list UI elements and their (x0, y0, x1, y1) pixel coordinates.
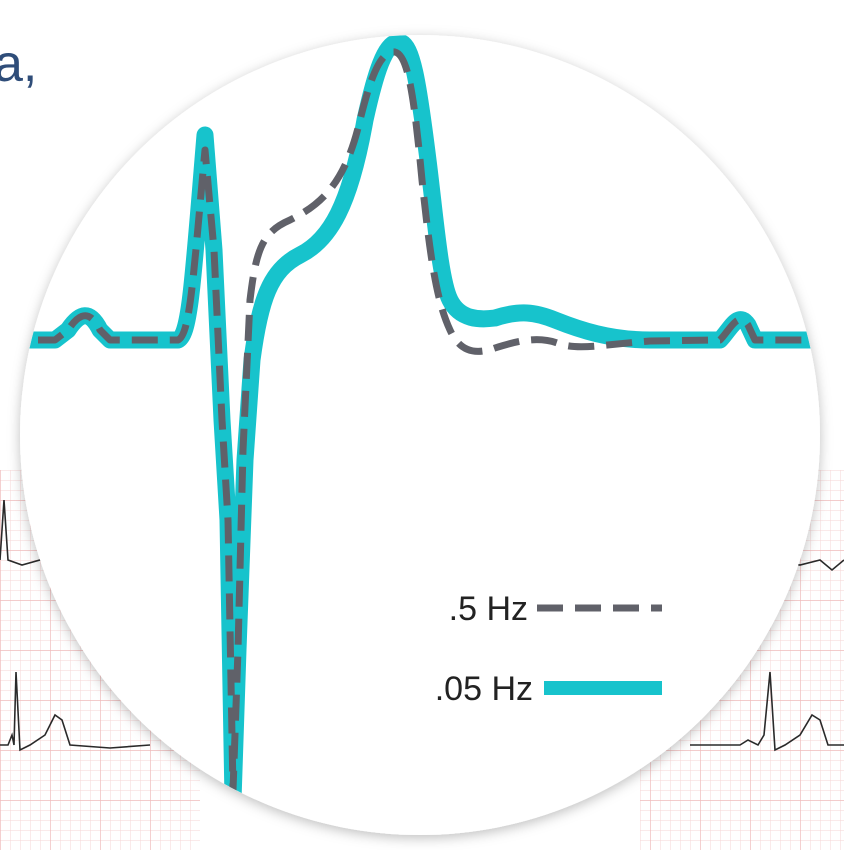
background-ecg-trace-right-lower (690, 671, 844, 752)
partial-heading-text: a, (0, 35, 38, 93)
trace-005hz-solid (20, 35, 820, 809)
trace-05hz-dashed (20, 48, 820, 794)
background-ecg-trace-left-lower (0, 671, 151, 752)
legend: .5 Hz .05 Hz (435, 590, 662, 708)
legend-label-05hz: .5 Hz (449, 590, 528, 628)
legend-label-005hz: .05 Hz (435, 670, 533, 708)
